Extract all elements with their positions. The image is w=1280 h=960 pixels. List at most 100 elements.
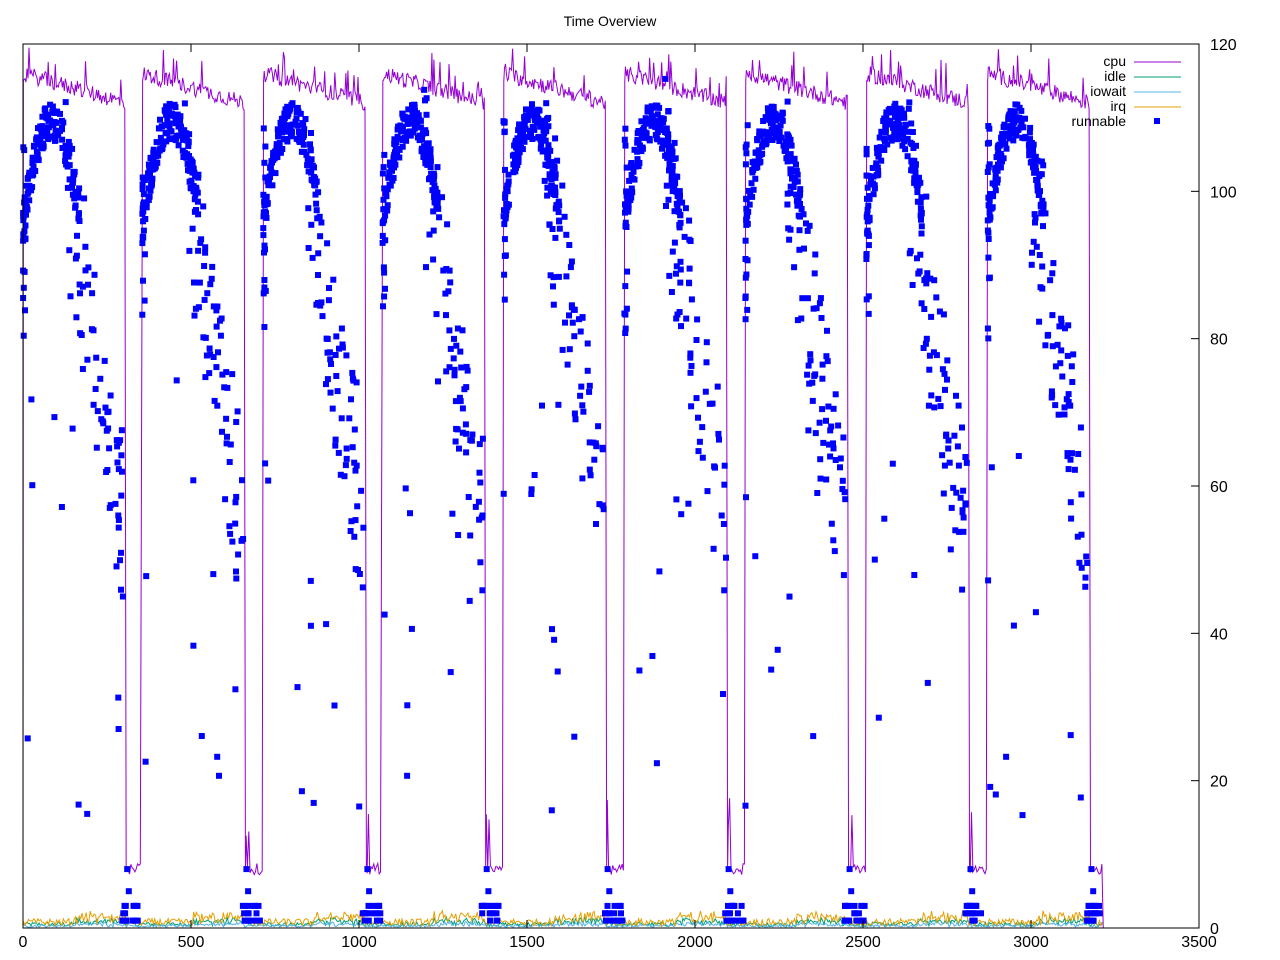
runnable-point: [351, 426, 358, 433]
runnable-point: [955, 402, 962, 409]
runnable-point: [114, 443, 121, 450]
runnable-point: [798, 206, 805, 212]
runnable-point: [431, 172, 438, 179]
runnable-point: [939, 366, 946, 373]
runnable-point: [824, 327, 830, 334]
runnable-point: [806, 222, 813, 229]
runnable-point: [994, 144, 1001, 151]
runnable-point: [479, 910, 486, 917]
runnable-point: [261, 202, 268, 208]
runnable-point: [191, 196, 198, 203]
runnable-point: [727, 910, 733, 917]
runnable-point: [373, 917, 380, 924]
y-tick-label: 60: [1210, 479, 1228, 496]
runnable-point: [636, 667, 643, 674]
runnable-point: [115, 512, 122, 519]
runnable-point: [623, 188, 630, 195]
runnable-point: [800, 211, 807, 218]
runnable-point: [933, 294, 940, 301]
runnable-point: [526, 127, 533, 134]
runnable-point: [209, 263, 216, 270]
runnable-point: [20, 284, 27, 291]
runnable-point: [454, 426, 461, 433]
runnable-point: [20, 332, 27, 339]
runnable-point: [912, 165, 919, 171]
runnable-point: [1003, 145, 1010, 152]
runnable-point: [998, 153, 1005, 160]
runnable-point: [1096, 902, 1102, 909]
runnable-point: [1032, 609, 1039, 616]
runnable-point: [162, 129, 169, 136]
runnable-point: [58, 504, 65, 510]
runnable-point: [294, 122, 301, 129]
runnable-point: [297, 110, 304, 117]
runnable-point: [550, 274, 557, 281]
runnable-point: [382, 189, 389, 196]
runnable-point: [1068, 515, 1075, 522]
runnable-point: [766, 116, 773, 123]
runnable-point: [880, 118, 887, 124]
runnable-point: [166, 120, 173, 127]
legend-label-idle: idle: [1104, 68, 1126, 84]
runnable-point: [1007, 108, 1014, 115]
runnable-point: [411, 101, 418, 108]
runnable-point: [776, 129, 783, 135]
runnable-point: [1049, 270, 1056, 277]
runnable-point: [541, 177, 548, 184]
runnable-point: [590, 439, 597, 446]
runnable-point: [561, 213, 568, 220]
runnable-point: [686, 280, 693, 287]
runnable-point: [889, 109, 896, 116]
runnable-point: [1013, 132, 1020, 139]
runnable-point: [81, 195, 88, 202]
runnable-point: [117, 557, 123, 564]
runnable-point: [894, 114, 901, 121]
runnable-point: [1026, 152, 1033, 159]
runnable-point: [600, 506, 607, 513]
runnable-point: [265, 182, 272, 189]
runnable-point: [543, 100, 550, 107]
runnable-point: [752, 149, 759, 156]
x-tick-label: 2000: [677, 934, 713, 951]
runnable-point: [179, 147, 186, 154]
runnable-point: [786, 593, 793, 600]
runnable-point: [547, 188, 554, 195]
runnable-point: [66, 162, 73, 169]
runnable-point: [430, 256, 437, 263]
runnable-point: [430, 227, 437, 234]
runnable-point: [412, 108, 418, 115]
runnable-point: [716, 436, 722, 443]
runnable-point: [333, 333, 340, 340]
runnable-point: [453, 342, 460, 349]
runnable-point: [421, 143, 428, 150]
runnable-point: [447, 345, 454, 352]
runnable-point: [188, 177, 195, 184]
runnable-point: [325, 297, 332, 304]
runnable-point: [457, 348, 464, 355]
runnable-point: [926, 352, 933, 359]
runnable-point: [549, 169, 556, 175]
runnable-point: [639, 127, 646, 134]
runnable-point: [260, 191, 267, 198]
runnable-point: [195, 247, 202, 254]
runnable-point: [1048, 388, 1055, 395]
runnable-point: [942, 386, 948, 393]
runnable-point: [276, 127, 283, 134]
runnable-point: [251, 902, 258, 909]
y-tick-label: 120: [1210, 37, 1237, 54]
runnable-point: [863, 151, 870, 158]
runnable-point: [118, 492, 125, 499]
runnable-point: [152, 163, 159, 170]
runnable-point: [918, 194, 925, 201]
runnable-point: [797, 201, 803, 207]
runnable-point: [885, 107, 892, 114]
runnable-point: [298, 148, 305, 155]
runnable-point: [803, 220, 809, 227]
runnable-point: [91, 271, 98, 278]
runnable-point: [1036, 191, 1043, 198]
runnable-point: [478, 514, 485, 521]
runnable-point: [817, 295, 824, 302]
runnable-point: [338, 325, 345, 332]
runnable-point: [521, 114, 528, 121]
runnable-point: [456, 394, 463, 401]
